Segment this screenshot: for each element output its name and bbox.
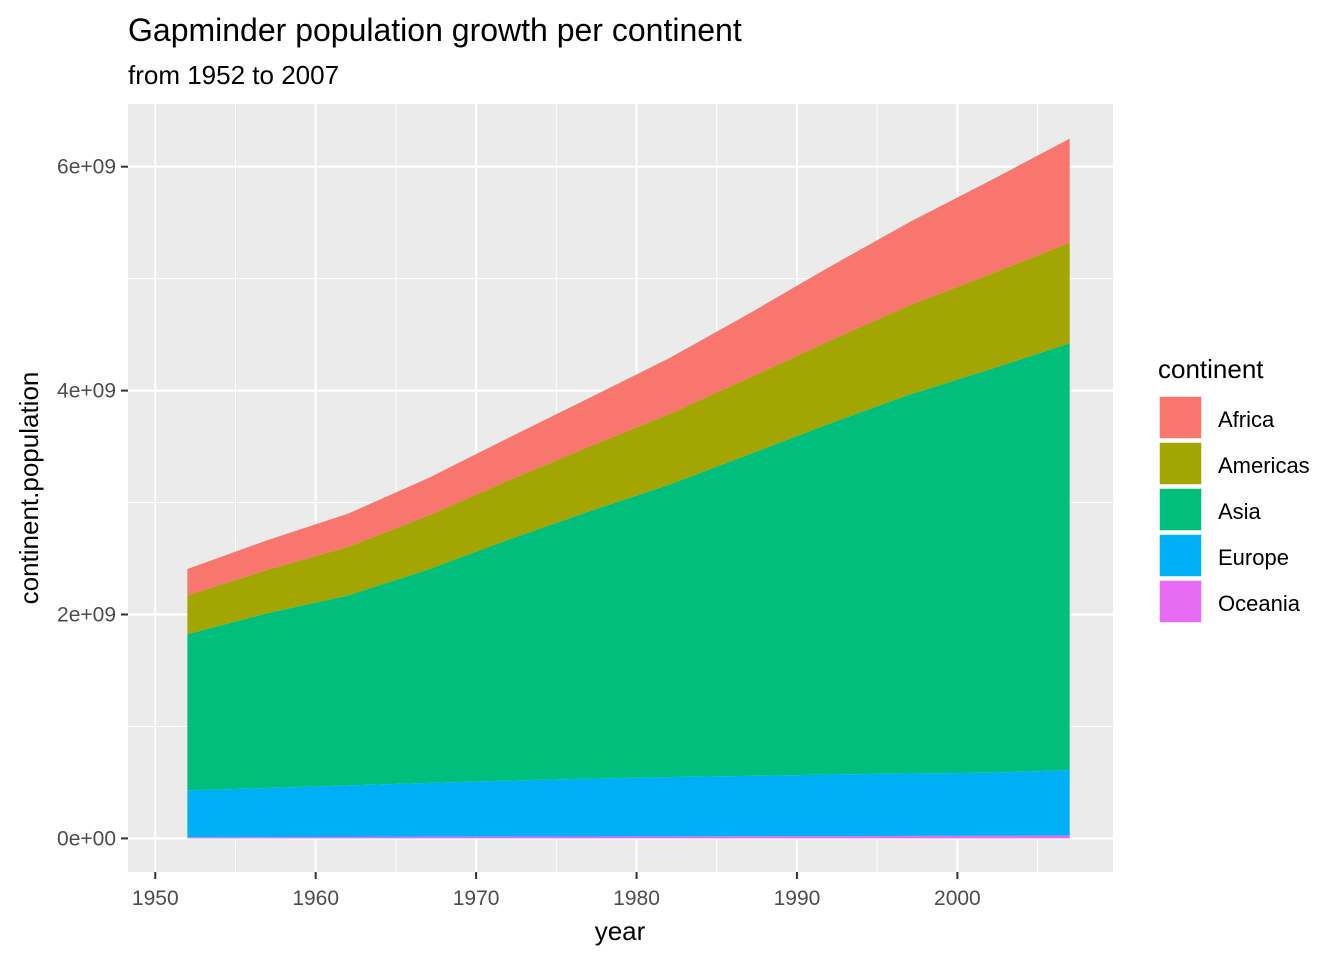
legend: continent Africa Americas Asia Europe Oceani…: [1158, 354, 1310, 624]
legend-label: Oceania: [1218, 591, 1301, 616]
legend-label: Asia: [1218, 499, 1262, 524]
area-africa: [187, 138, 1070, 596]
legend-key-asia: [1158, 487, 1203, 532]
x-axis-label: year: [595, 916, 646, 946]
x-tick-label: 1990: [774, 887, 821, 910]
legend-key-europe: [1158, 533, 1203, 578]
legend-key-oceania: [1158, 579, 1203, 624]
x-tick-label: 1970: [453, 887, 500, 910]
area-asia: [187, 343, 1070, 791]
legend-key-americas: [1158, 441, 1203, 486]
y-axis: 0e+00 2e+09 4e+09 6e+09: [57, 156, 128, 850]
y-tick-label: 0e+00: [57, 827, 116, 850]
chart-subtitle: from 1952 to 2007: [128, 60, 339, 90]
legend-label: Africa: [1218, 407, 1275, 432]
legend-label: Americas: [1218, 453, 1310, 478]
y-tick-label: 2e+09: [57, 604, 116, 627]
x-tick-label: 1960: [292, 887, 339, 910]
area-americas: [187, 242, 1070, 635]
legend-key-africa: [1158, 395, 1203, 440]
x-axis: 1950 1960 1970 1980 1990 2000: [132, 872, 981, 910]
y-axis-label: continent.population: [14, 372, 44, 605]
y-tick-label: 4e+09: [57, 380, 116, 403]
legend-title: continent: [1158, 354, 1264, 384]
area-series: [187, 138, 1070, 839]
x-tick-label: 1950: [132, 887, 179, 910]
legend-label: Europe: [1218, 545, 1289, 570]
x-tick-label: 1980: [613, 887, 660, 910]
chart-title: Gapminder population growth per continen…: [128, 12, 742, 48]
area-oceania: [187, 835, 1070, 839]
x-tick-label: 2000: [934, 887, 981, 910]
y-tick-label: 6e+09: [57, 156, 116, 179]
area-europe: [187, 770, 1070, 838]
